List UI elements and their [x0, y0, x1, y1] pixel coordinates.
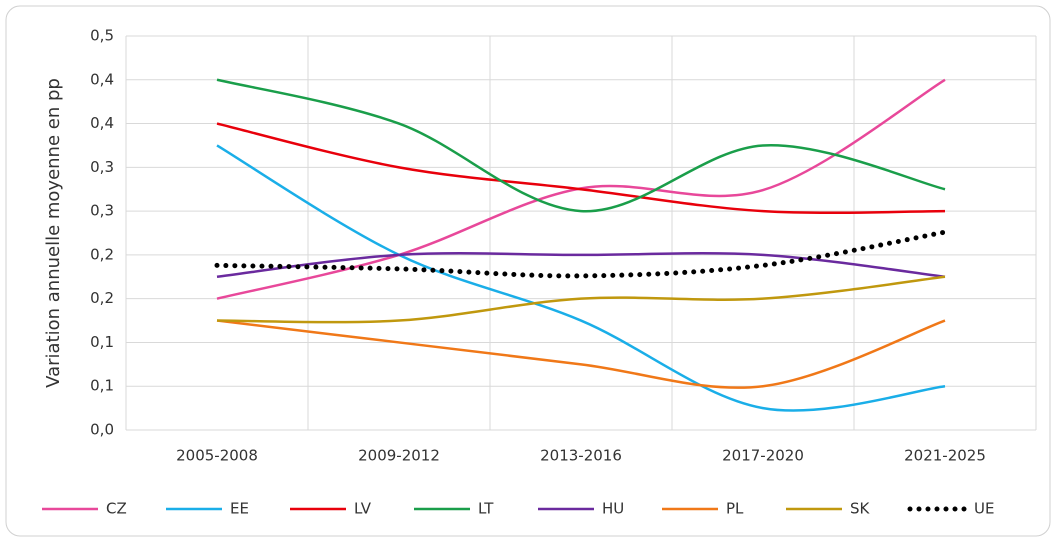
series-line — [214, 229, 948, 279]
x-tick-label: 2009-2012 — [358, 447, 440, 465]
legend-label: PL — [726, 500, 744, 518]
series-line — [216, 275, 946, 324]
y-axis-title: Variation annuelle moyenne en pp — [43, 78, 64, 388]
y-tick-label: 0,3 — [90, 202, 114, 220]
series-line — [216, 78, 946, 213]
y-tick-label: 0,5 — [90, 27, 114, 45]
series-line — [216, 122, 946, 214]
x-tick-label: 2013-2016 — [540, 447, 622, 465]
y-tick-label: 0,2 — [90, 289, 114, 307]
legend-label: UE — [974, 500, 994, 518]
legend-label: LT — [478, 500, 494, 518]
chart-frame — [5, 5, 1051, 537]
y-tick-label: 0,4 — [90, 70, 114, 88]
y-tick-label: 0,4 — [90, 114, 114, 132]
series-line — [216, 144, 946, 412]
y-tick-label: 0,2 — [90, 245, 114, 263]
legend-label: HU — [602, 500, 624, 518]
series-line — [216, 252, 946, 279]
y-tick-label: 0,1 — [90, 333, 114, 351]
x-tick-label: 2017-2020 — [722, 447, 804, 465]
legend-label: EE — [230, 500, 249, 518]
x-tick-label: 2021-2025 — [904, 447, 986, 465]
x-tick-label: 2005-2008 — [176, 447, 258, 465]
y-tick-label: 0,0 — [90, 421, 114, 439]
series-line — [216, 319, 946, 389]
y-tick-label: 0,3 — [90, 158, 114, 176]
legend-label: SK — [850, 500, 871, 518]
legend-label: LV — [354, 500, 372, 518]
y-tick-label: 0,1 — [90, 377, 114, 395]
legend-label: CZ — [106, 500, 127, 518]
